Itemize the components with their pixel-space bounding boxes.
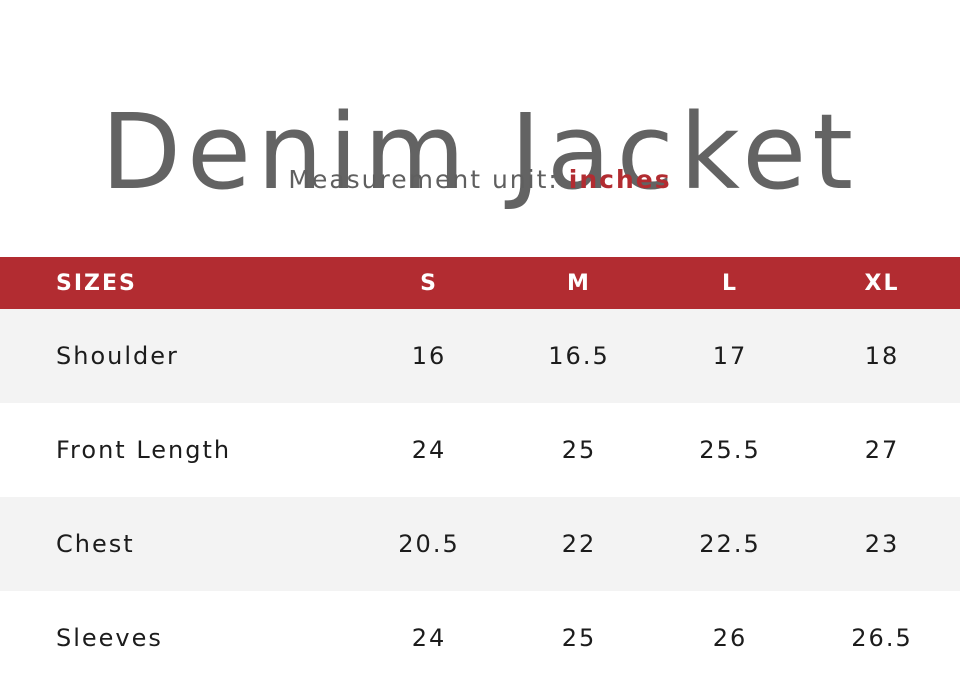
- table-row-front-length: Front Length 24 25 25.5 27: [0, 403, 960, 497]
- row-label: Sleeves: [56, 624, 163, 652]
- table-cell: 26: [712, 624, 748, 652]
- header-size-m: M: [567, 270, 591, 296]
- measurement-unit-value: inches: [568, 165, 672, 194]
- table-cell: 25: [561, 436, 597, 464]
- table-cell: 25: [561, 624, 597, 652]
- row-label: Shoulder: [56, 342, 179, 370]
- table-cell: 20.5: [398, 530, 460, 558]
- header-sizes-label: SIZES: [56, 270, 137, 296]
- header-size-xl: XL: [864, 270, 900, 296]
- header-size-l: L: [721, 270, 739, 296]
- table-cell: 16: [411, 342, 447, 370]
- header-size-s: S: [420, 270, 438, 296]
- table-cell: 23: [864, 530, 900, 558]
- table-row-sleeves: Sleeves 24 25 26 26.5: [0, 591, 960, 685]
- table-cell: 22.5: [699, 530, 761, 558]
- row-label: Chest: [56, 530, 135, 558]
- table-cell: 26.5: [851, 624, 913, 652]
- table-header-row: SIZES S M L XL: [0, 257, 960, 309]
- size-chart-table: SIZES S M L XL Shoulder 16 16.5 17 18 Fr…: [0, 257, 960, 685]
- table-row-chest: Chest 20.5 22 22.5 23: [0, 497, 960, 591]
- table-row-shoulder: Shoulder 16 16.5 17 18: [0, 309, 960, 403]
- measurement-unit-prefix: Measurement unit:: [288, 165, 559, 194]
- table-cell: 25.5: [699, 436, 761, 464]
- table-cell: 18: [864, 342, 900, 370]
- table-cell: 17: [712, 342, 748, 370]
- table-cell: 24: [411, 624, 447, 652]
- measurement-unit-note: Measurement unit: inches: [0, 162, 960, 198]
- page-title: Denim Jacket: [100, 90, 860, 213]
- table-cell: 22: [561, 530, 597, 558]
- table-cell: 16.5: [548, 342, 610, 370]
- table-cell: 24: [411, 436, 447, 464]
- row-label: Front Length: [56, 436, 232, 464]
- table-cell: 27: [864, 436, 900, 464]
